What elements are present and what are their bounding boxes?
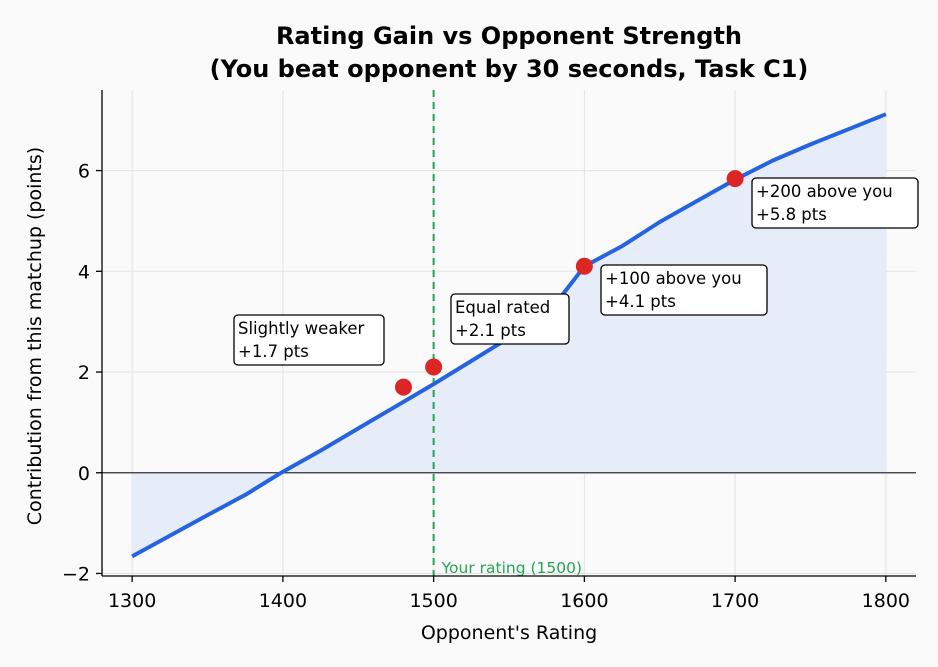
annotation-label-2: +100 above you: [605, 269, 742, 288]
series-fill-area: [132, 114, 886, 557]
y-tick-label-1: 0: [78, 463, 90, 485]
annotation-box-3: [751, 177, 919, 229]
annotation-label-1: Equal rated: [455, 298, 550, 317]
chart-title-line-1: Rating Gain vs Opponent Strength: [276, 22, 742, 50]
annotation-label-3: +200 above you: [756, 182, 893, 201]
x-tick-label-0: 1300: [108, 590, 156, 612]
highlight-point-2: [575, 257, 593, 275]
y-tick-label-2: 2: [78, 362, 90, 384]
x-tick-label-3: 1600: [560, 590, 608, 612]
y-axis-label: Contribution from this matchup (points): [24, 147, 46, 525]
x-tick-label-4: 1700: [711, 590, 759, 612]
x-tick-label-2: 1500: [409, 590, 457, 612]
annotation-value-2: +4.1 pts: [605, 292, 676, 311]
x-tick-label-5: 1800: [862, 590, 910, 612]
chart-title-line-2: (You beat opponent by 30 seconds, Task C…: [210, 55, 809, 83]
annotation-value-0: +1.7 pts: [238, 342, 309, 361]
y-tick-label-4: 6: [78, 161, 90, 183]
annotation-box-1: [450, 293, 570, 345]
y-tick-label-3: 4: [78, 261, 90, 283]
highlight-point-0: [394, 378, 412, 396]
annotation-label-0: Slightly weaker: [238, 319, 365, 338]
highlight-point-1: [425, 358, 443, 376]
annotation-box-0: [233, 314, 385, 366]
reference-line-label: Your rating (1500): [441, 559, 582, 577]
x-tick-label-1: 1400: [259, 590, 307, 612]
annotation-value-3: +5.8 pts: [756, 205, 827, 224]
annotation-box-2: [600, 264, 768, 316]
highlight-point-3: [726, 170, 744, 188]
plot-area: Your rating (1500) Slightly weaker +1.7 pt…: [62, 90, 919, 612]
annotation-value-1: +2.1 pts: [455, 321, 526, 340]
x-axis-label: Opponent's Rating: [421, 622, 597, 644]
y-tick-label-0: −2: [62, 563, 90, 585]
